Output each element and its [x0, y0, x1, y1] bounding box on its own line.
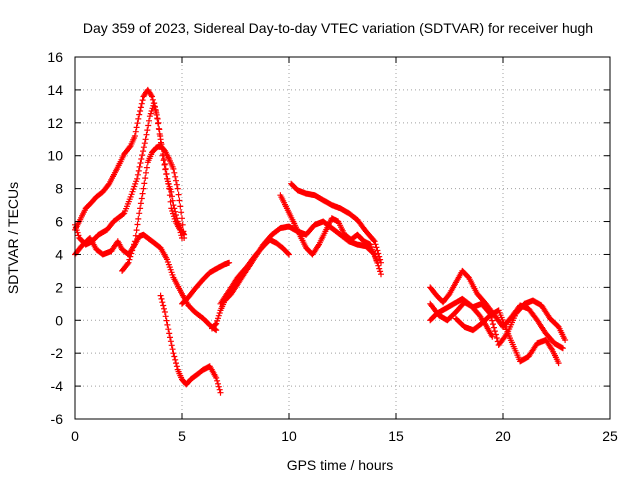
series-markers	[157, 292, 224, 396]
y-tick-label: 0	[55, 312, 63, 328]
y-tick-label: 10	[47, 148, 63, 164]
x-axis-label: GPS time / hours	[287, 457, 394, 473]
x-tick-label: 15	[388, 428, 404, 444]
y-tick-label: 2	[55, 279, 63, 295]
y-tick-label: 14	[47, 82, 63, 98]
chart-title: Day 359 of 2023, Sidereal Day-to-day VTE…	[83, 20, 593, 36]
series-markers	[179, 259, 233, 307]
y-axis-label: SDTVAR / TECUs	[5, 182, 21, 294]
series-markers	[217, 236, 292, 307]
x-tick-label: 20	[495, 428, 511, 444]
series-arc-5	[157, 292, 224, 396]
series-markers	[288, 180, 384, 266]
series-arc-14	[427, 297, 569, 348]
y-tick-label: 4	[55, 246, 63, 262]
series-markers	[277, 192, 380, 264]
axes: 0 5 10 15 20 25 -6 -4 -2 0 2 4 6 8 10 12 14 16	[47, 49, 618, 444]
x-tick-label: 5	[178, 428, 186, 444]
y-tick-label: -2	[51, 345, 64, 361]
series-arc-9	[277, 192, 380, 264]
series-arc-4	[119, 142, 188, 274]
series-markers	[427, 297, 569, 348]
series-layer	[72, 86, 569, 396]
series-markers	[119, 142, 188, 274]
x-tick-label: 0	[71, 428, 79, 444]
y-tick-label: 16	[47, 49, 63, 65]
series-arc-10	[288, 180, 384, 266]
y-tick-label: 6	[55, 214, 63, 230]
x-tick-label: 25	[602, 428, 618, 444]
y-tick-label: 8	[55, 181, 63, 197]
y-tick-label: -4	[51, 378, 64, 394]
series-arc-7	[179, 259, 233, 307]
y-tick-label: 12	[47, 115, 63, 131]
series-arc-8	[217, 236, 292, 307]
y-tick-label: -6	[51, 411, 64, 427]
x-tick-label: 10	[281, 428, 297, 444]
plot-frame	[74, 56, 611, 420]
